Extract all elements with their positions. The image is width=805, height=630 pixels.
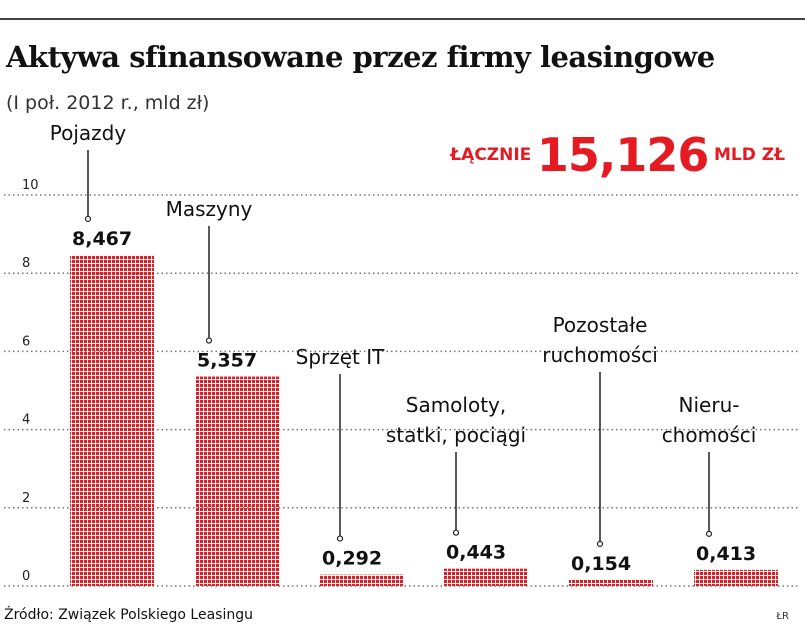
category-label: statki, pociągi (386, 423, 526, 447)
chart-title: Aktywa sfinansowane przez firmy leasingo… (6, 40, 715, 74)
y-tick-label: 4 (22, 413, 30, 428)
grid-layer: 0 2 4 6 8 10 (4, 178, 800, 587)
value-label: 0,413 (696, 543, 756, 565)
y-tick-label: 2 (22, 491, 30, 506)
bar (694, 569, 778, 586)
value-label: 0,154 (571, 553, 631, 575)
bar (569, 579, 653, 586)
category-label: chomości (662, 423, 757, 447)
leader-dot (205, 337, 213, 344)
y-tick-label: 6 (22, 334, 30, 349)
total-value: 15,126 (536, 128, 710, 182)
chart-subtitle: (I poł. 2012 r., mld zł) (6, 92, 210, 114)
total-label: ŁĄCZNIE (450, 145, 532, 165)
author-initials: ŁR (776, 611, 789, 622)
value-label: 0,292 (322, 548, 382, 570)
top-rule (0, 18, 805, 20)
category-label: Pozostałe (553, 313, 648, 337)
category-label: Sprzęt IT (296, 345, 386, 369)
bar (320, 574, 404, 586)
y-tick-label: 10 (22, 178, 39, 193)
value-label: 0,443 (446, 542, 506, 564)
category-label: Nieru- (679, 393, 740, 417)
y-tick-label: 0 (22, 569, 30, 584)
category-label: Maszyny (166, 197, 253, 221)
category-label: Samoloty, (406, 393, 507, 417)
leader-dot (452, 529, 460, 536)
category-label: ruchomości (542, 343, 658, 367)
bar (195, 376, 279, 586)
y-tick-label: 8 (22, 256, 30, 271)
source-note: Źródło: Związek Polskiego Leasingu (4, 607, 253, 623)
leader-dot (705, 530, 713, 537)
total-callout: ŁĄCZNIE 15,126 MLD ZŁ (450, 128, 785, 182)
value-label: 8,467 (72, 228, 132, 250)
category-label: Pojazdy (50, 121, 127, 145)
bar (444, 568, 528, 586)
bar (70, 254, 154, 586)
value-label: 5,357 (197, 350, 257, 372)
total-unit: MLD ZŁ (713, 145, 785, 165)
leader-dot (596, 540, 604, 548)
leader-dot (84, 215, 92, 223)
leader-dot (336, 535, 344, 542)
bar-layer: 8,467 Pojazdy 5,357 Maszyny 0,292 Sprzęt IT 0,… (50, 121, 778, 586)
